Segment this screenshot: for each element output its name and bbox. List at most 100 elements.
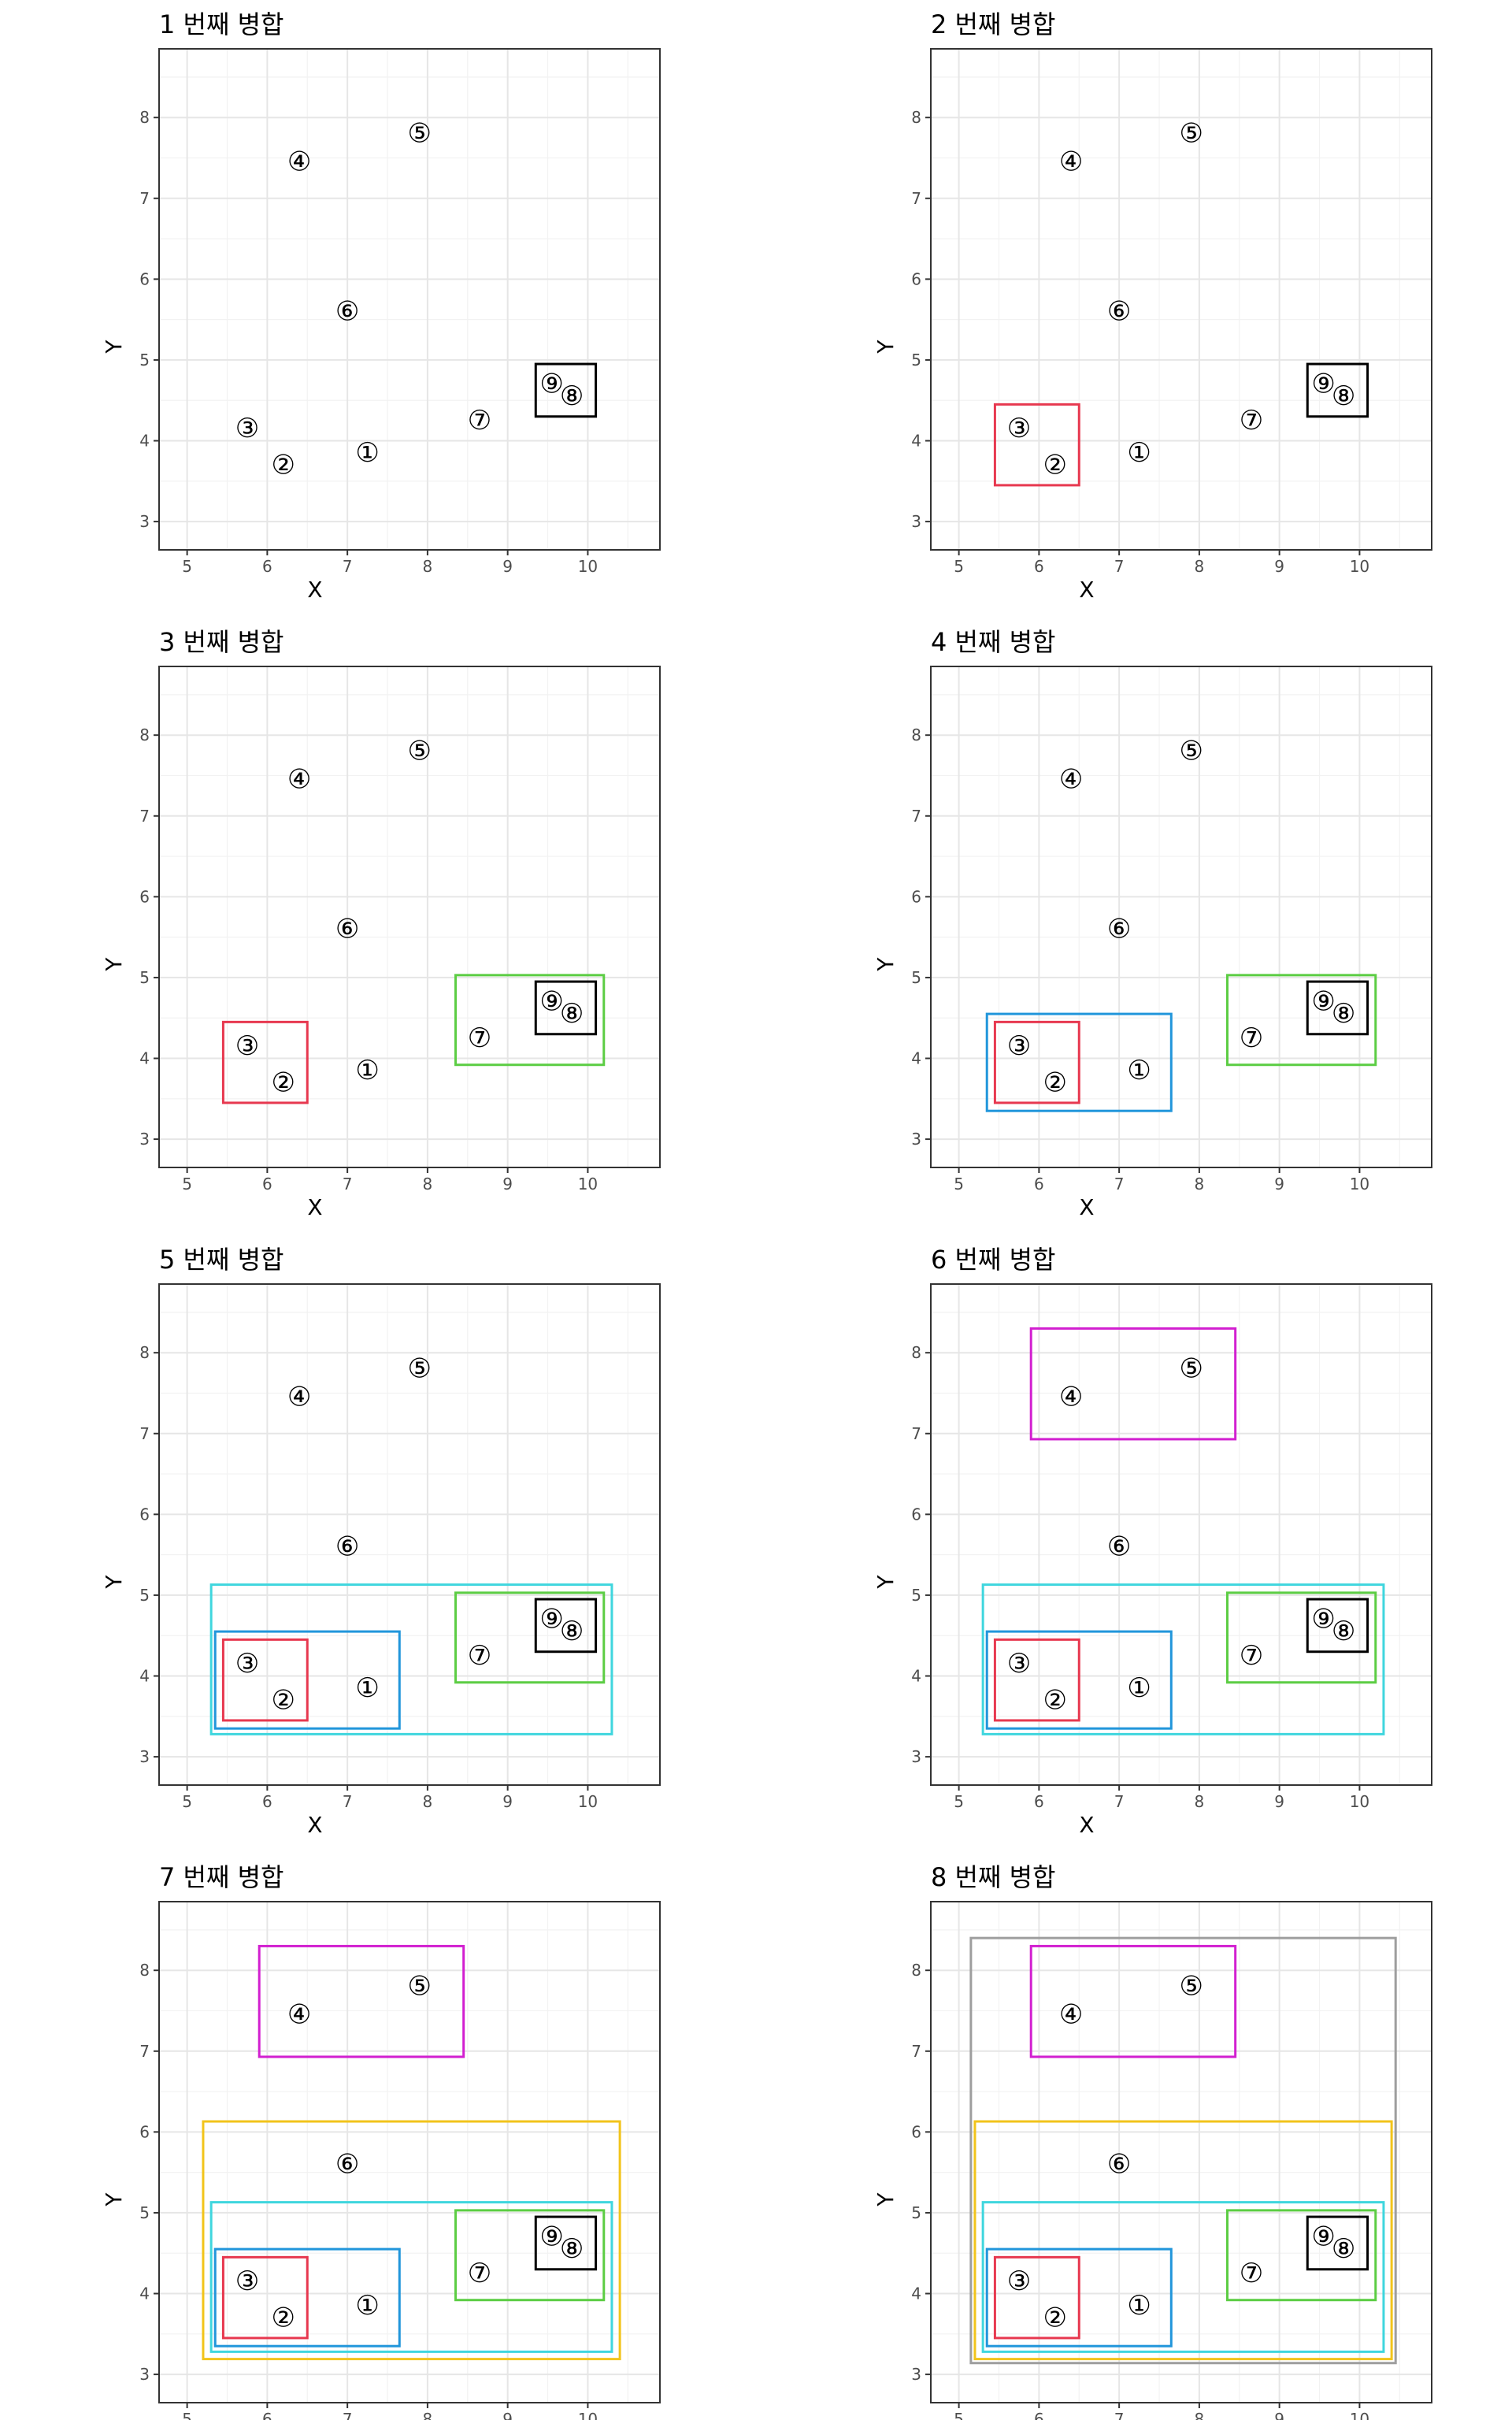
x-tick-label: 7 bbox=[343, 2410, 353, 2420]
x-tick-label: 9 bbox=[502, 1175, 513, 1193]
x-tick-label: 7 bbox=[343, 1792, 353, 1811]
point-label: ⑦ bbox=[468, 2258, 491, 2289]
panel-title: 2 번째 병합 bbox=[931, 9, 1055, 39]
y-tick-label: 4 bbox=[911, 432, 921, 451]
x-tick-label: 8 bbox=[423, 1175, 433, 1193]
cluster-box-1 bbox=[534, 2215, 598, 2271]
x-tick-label: 6 bbox=[1034, 557, 1044, 576]
y-axis-label: Y bbox=[873, 2192, 899, 2207]
y-axis-label: Y bbox=[873, 1575, 899, 1590]
point-label: ① bbox=[355, 1672, 379, 1704]
point-label: ⑧ bbox=[1332, 2233, 1355, 2265]
panel-6: 6 번째 병합 ① ②③ ④ ⑤ ⑥ ⑦ ⑧⑨ 5 6 7 8 9 10 3 4 5 6 7 8 X Y bbox=[873, 1245, 1432, 1838]
cluster-box-7 bbox=[973, 2120, 1393, 2361]
y-tick-label: 3 bbox=[911, 2365, 921, 2384]
point-label: ⑨ bbox=[1311, 2221, 1335, 2253]
x-tick-label: 10 bbox=[1350, 557, 1369, 576]
cluster-box-3 bbox=[454, 974, 606, 1067]
plot-background bbox=[931, 666, 1432, 1167]
panel-title: 1 번째 병합 bbox=[159, 9, 284, 39]
point-label: ③ bbox=[235, 2266, 259, 2297]
point-label: ⑧ bbox=[1332, 1616, 1355, 1647]
x-tick-label: 8 bbox=[423, 557, 433, 576]
point-label: ⑤ bbox=[1179, 118, 1203, 150]
cluster-box-6 bbox=[258, 1944, 465, 2058]
y-tick-label: 7 bbox=[139, 1424, 150, 1443]
point-label: ① bbox=[355, 2290, 379, 2322]
y-tick-label: 8 bbox=[911, 1343, 921, 1362]
x-tick-label: 10 bbox=[578, 1175, 598, 1193]
y-tick-label: 4 bbox=[911, 1667, 921, 1686]
y-tick-label: 5 bbox=[911, 968, 921, 987]
y-tick-label: 7 bbox=[139, 2042, 150, 2061]
x-tick-label: 7 bbox=[1114, 557, 1125, 576]
plot-background bbox=[159, 1284, 660, 1785]
plot-background bbox=[931, 1902, 1432, 2403]
point-label: ⑨ bbox=[539, 369, 563, 400]
y-tick-label: 4 bbox=[139, 1667, 150, 1686]
cluster-box-1 bbox=[1306, 980, 1369, 1036]
cluster-box-1 bbox=[1306, 2215, 1369, 2271]
y-tick-label: 8 bbox=[911, 726, 921, 744]
x-tick-label: 5 bbox=[182, 1175, 192, 1193]
x-axis-label: X bbox=[307, 577, 322, 603]
point-label: ⑦ bbox=[1240, 1023, 1263, 1054]
point-label: ② bbox=[1043, 1684, 1066, 1716]
point-label: ⑧ bbox=[1332, 998, 1355, 1030]
point-label: ⑤ bbox=[1179, 736, 1203, 767]
y-tick-label: 3 bbox=[139, 1130, 150, 1149]
x-tick-label: 9 bbox=[502, 557, 513, 576]
point-label: ③ bbox=[235, 1030, 259, 1062]
point-label: ⑨ bbox=[539, 1604, 563, 1635]
y-tick-label: 8 bbox=[911, 1961, 921, 1980]
x-axis-label: X bbox=[1079, 1194, 1094, 1220]
cluster-box-3 bbox=[1226, 2209, 1377, 2302]
point-label: ② bbox=[1043, 449, 1066, 481]
point-label: ⑨ bbox=[1311, 369, 1335, 400]
panel-title: 5 번째 병합 bbox=[159, 1245, 284, 1275]
x-tick-label: 6 bbox=[262, 2410, 272, 2420]
point-label: ④ bbox=[1059, 764, 1083, 796]
y-tick-label: 6 bbox=[911, 2122, 921, 2141]
plot-background bbox=[159, 49, 660, 550]
y-tick-label: 8 bbox=[139, 1961, 150, 1980]
point-label: ⑦ bbox=[1240, 2258, 1263, 2289]
y-tick-label: 3 bbox=[139, 2365, 150, 2384]
cluster-box-2 bbox=[993, 1638, 1080, 1722]
point-label: ⑨ bbox=[539, 986, 563, 1018]
y-tick-label: 4 bbox=[139, 1049, 150, 1068]
x-tick-label: 7 bbox=[1114, 1175, 1125, 1193]
point-label: ④ bbox=[287, 1382, 311, 1413]
y-axis-label: Y bbox=[101, 957, 127, 972]
x-tick-label: 5 bbox=[182, 557, 192, 576]
x-tick-label: 8 bbox=[423, 2410, 433, 2420]
point-label: ③ bbox=[235, 413, 259, 444]
y-tick-label: 8 bbox=[139, 726, 150, 744]
point-label: ① bbox=[1127, 1672, 1151, 1704]
x-tick-label: 10 bbox=[578, 1792, 598, 1811]
cluster-box-1 bbox=[534, 362, 598, 418]
x-tick-label: 8 bbox=[1195, 1792, 1205, 1811]
x-tick-label: 7 bbox=[343, 1175, 353, 1193]
cluster-box-4 bbox=[213, 2247, 401, 2348]
panel-title: 4 번째 병합 bbox=[931, 627, 1055, 657]
x-tick-label: 7 bbox=[1114, 2410, 1125, 2420]
y-tick-label: 8 bbox=[139, 108, 150, 127]
plot-background bbox=[159, 1902, 660, 2403]
point-label: ⑤ bbox=[407, 1971, 431, 2002]
cluster-box-6 bbox=[1029, 1327, 1237, 1441]
point-label: ⑤ bbox=[407, 118, 431, 150]
point-label: ③ bbox=[1007, 413, 1031, 444]
panel-5: 5 번째 병합 ① ②③ ④ ⑤ ⑥ ⑦ ⑧⑨ 5 6 7 8 9 10 3 4 5 6 7 8 X Y bbox=[101, 1245, 661, 1838]
x-tick-label: 6 bbox=[262, 557, 272, 576]
x-tick-label: 8 bbox=[1195, 557, 1205, 576]
plot-background bbox=[159, 666, 660, 1167]
cluster-box-7 bbox=[202, 2120, 621, 2361]
point-label: ⑦ bbox=[468, 1023, 491, 1054]
point-label: ⑧ bbox=[1332, 380, 1355, 412]
x-tick-label: 6 bbox=[1034, 1792, 1044, 1811]
y-tick-label: 6 bbox=[911, 269, 921, 288]
point-label: ⑦ bbox=[468, 405, 491, 436]
plot-background bbox=[931, 1284, 1432, 1785]
cluster-box-5 bbox=[209, 2201, 613, 2353]
